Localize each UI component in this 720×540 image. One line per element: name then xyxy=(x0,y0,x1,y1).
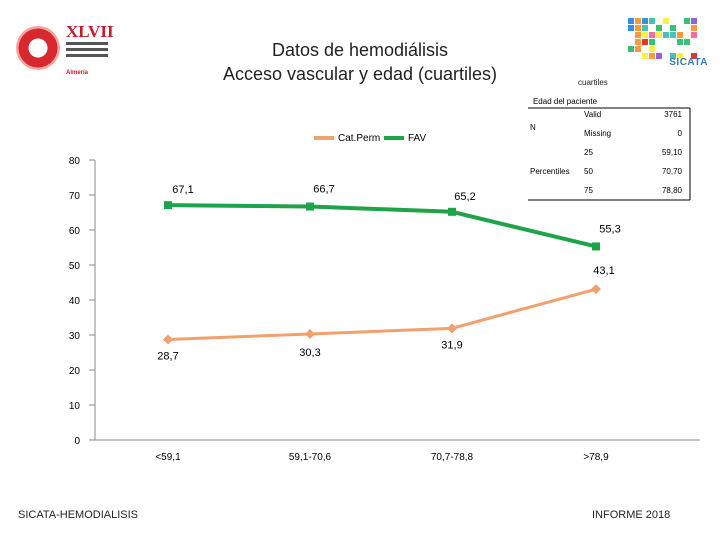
data-label: 31,9 xyxy=(441,339,462,351)
series-line-fav xyxy=(167,203,597,249)
title-line-1: Datos de hemodiálisis xyxy=(271,40,449,60)
y-tick-label: 70 xyxy=(69,191,81,202)
y-tick-label: 40 xyxy=(69,296,81,307)
stats-group-label: N xyxy=(530,123,536,132)
y-tick-label: 10 xyxy=(69,401,81,412)
x-tick-label: <59,1 xyxy=(155,452,181,463)
data-point-catperm xyxy=(163,334,173,345)
data-label: 67,1 xyxy=(172,184,193,196)
data-label: 66,7 xyxy=(313,184,334,196)
stats-row-label: 75 xyxy=(584,186,593,195)
data-point-fav xyxy=(592,242,600,251)
y-tick-label: 30 xyxy=(69,331,81,342)
data-point-catperm xyxy=(447,323,457,334)
sicata-mosaic-icon xyxy=(628,18,700,62)
congress-text-block xyxy=(66,42,108,60)
sicata-logo: SICATA xyxy=(622,8,712,80)
data-point-catperm xyxy=(591,284,601,295)
data-label: 55,3 xyxy=(599,223,620,235)
stats-row-value: 70,70 xyxy=(662,167,683,176)
data-point-catperm xyxy=(305,328,315,339)
legend-label-fav: FAV xyxy=(408,133,426,144)
page-title: Datos de hemodiálisis Acceso vascular y … xyxy=(180,38,540,86)
stats-caption: cuartiles xyxy=(578,78,608,87)
footer-report: INFORME 2018 xyxy=(592,509,671,521)
data-point-fav xyxy=(448,207,456,216)
stats-row-value: 59,10 xyxy=(662,148,683,157)
data-label: 65,2 xyxy=(454,191,475,203)
data-point-fav xyxy=(306,202,314,211)
sicata-brand: SICATA xyxy=(669,57,708,68)
chart-legend: Cat.Perm FAV xyxy=(314,133,426,144)
stats-row-value: 0 xyxy=(678,129,683,138)
x-tick-label: >78,9 xyxy=(583,452,609,463)
y-tick-label: 60 xyxy=(69,226,81,237)
footer-source: SICATA-HEMODIALISIS xyxy=(18,509,139,521)
stats-group-label: Percentiles xyxy=(530,167,570,176)
stats-row-value: 3761 xyxy=(664,110,682,119)
congress-number: XLVII xyxy=(66,22,114,41)
x-tick-label: 59,1-70,6 xyxy=(289,452,332,463)
y-tick-label: 80 xyxy=(69,156,81,167)
congress-city: Almería xyxy=(66,70,89,76)
y-tick-label: 0 xyxy=(74,436,80,447)
stats-row-label: 25 xyxy=(584,148,593,157)
title-line-2: Acceso vascular y edad (cuartiles) xyxy=(222,64,498,84)
y-tick-label: 20 xyxy=(69,366,81,377)
data-point-fav xyxy=(164,201,172,210)
stats-row-label: Missing xyxy=(584,129,611,138)
congress-logo: XLVII Almería xyxy=(14,20,114,76)
data-label: 30,3 xyxy=(299,347,320,359)
data-label: 28,7 xyxy=(157,351,178,363)
series-line-catperm xyxy=(167,287,597,342)
data-label: 43,1 xyxy=(593,265,614,277)
stats-row-label: 50 xyxy=(584,167,593,176)
x-tick-label: 70,7-78,8 xyxy=(431,452,474,463)
legend-label-catperm: Cat.Perm xyxy=(338,133,380,144)
stats-row-value: 78,80 xyxy=(662,186,683,195)
stats-row-label: Valid xyxy=(584,110,601,119)
y-tick-label: 50 xyxy=(69,261,81,272)
stats-table-title: Edad del paciente xyxy=(533,97,598,106)
congress-emblem-icon xyxy=(16,26,60,70)
stats-table: Edad del paciente N Valid 3761 Missing 0 25 59… xyxy=(528,97,691,201)
